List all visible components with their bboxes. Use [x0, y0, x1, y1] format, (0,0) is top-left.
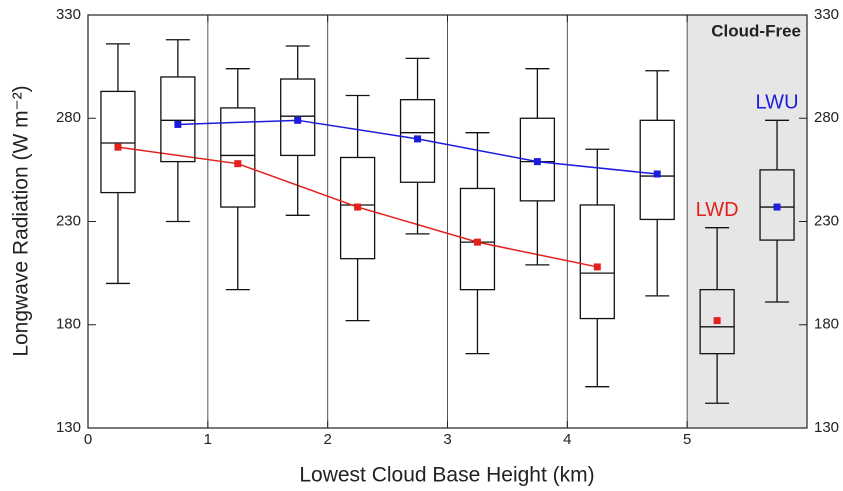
- x-tick-label: 5: [683, 431, 691, 448]
- mean-marker: [713, 317, 721, 325]
- y2-tick-label: 180: [814, 316, 839, 333]
- y-tick-label: 230: [56, 212, 81, 229]
- box: [639, 119, 675, 221]
- box: [579, 204, 615, 320]
- region-label: Cloud-Free: [711, 21, 801, 40]
- mean-marker: [234, 160, 242, 168]
- box: [280, 78, 316, 157]
- mean-marker: [533, 158, 541, 166]
- box: [699, 288, 735, 355]
- x-tick-label: 1: [204, 431, 212, 448]
- y2-tick-label: 130: [814, 419, 839, 436]
- y2-tick-label: 330: [814, 6, 839, 23]
- mean-marker: [354, 203, 362, 211]
- x-tick-label: 0: [84, 431, 92, 448]
- y-tick-label: 330: [56, 6, 81, 23]
- y2-tick-label: 230: [814, 212, 839, 229]
- x-tick-label: 3: [443, 431, 451, 448]
- mean-marker: [294, 116, 302, 124]
- plot-frame: [87, 14, 808, 429]
- box: [100, 90, 136, 194]
- mean-marker: [414, 135, 422, 143]
- box: [519, 117, 556, 202]
- box: [459, 187, 496, 291]
- y2-tick-label: 280: [814, 109, 839, 126]
- mean-marker: [653, 170, 661, 178]
- mean-marker: [773, 203, 781, 211]
- x-tick-label: 4: [563, 431, 571, 448]
- mean-marker: [174, 120, 182, 128]
- mean-line: [177, 119, 658, 175]
- y-tick-label: 130: [56, 419, 81, 436]
- series-label: LWD: [696, 199, 739, 221]
- box: [339, 156, 376, 260]
- box: [220, 107, 256, 208]
- box: [399, 99, 436, 183]
- series-label: LWU: [756, 92, 799, 114]
- box: [759, 169, 795, 241]
- x-tick-label: 2: [323, 431, 331, 448]
- mean-marker: [114, 143, 122, 151]
- shaded-region: [687, 15, 807, 428]
- box: [160, 76, 196, 163]
- y-axis-title: Longwave Radiation (W m⁻²): [10, 85, 33, 356]
- mean-marker: [593, 263, 601, 271]
- mean-marker: [473, 238, 481, 246]
- y-tick-label: 180: [56, 316, 81, 333]
- x-axis-title: Lowest Cloud Base Height (km): [299, 464, 594, 487]
- y-tick-label: 280: [56, 109, 81, 126]
